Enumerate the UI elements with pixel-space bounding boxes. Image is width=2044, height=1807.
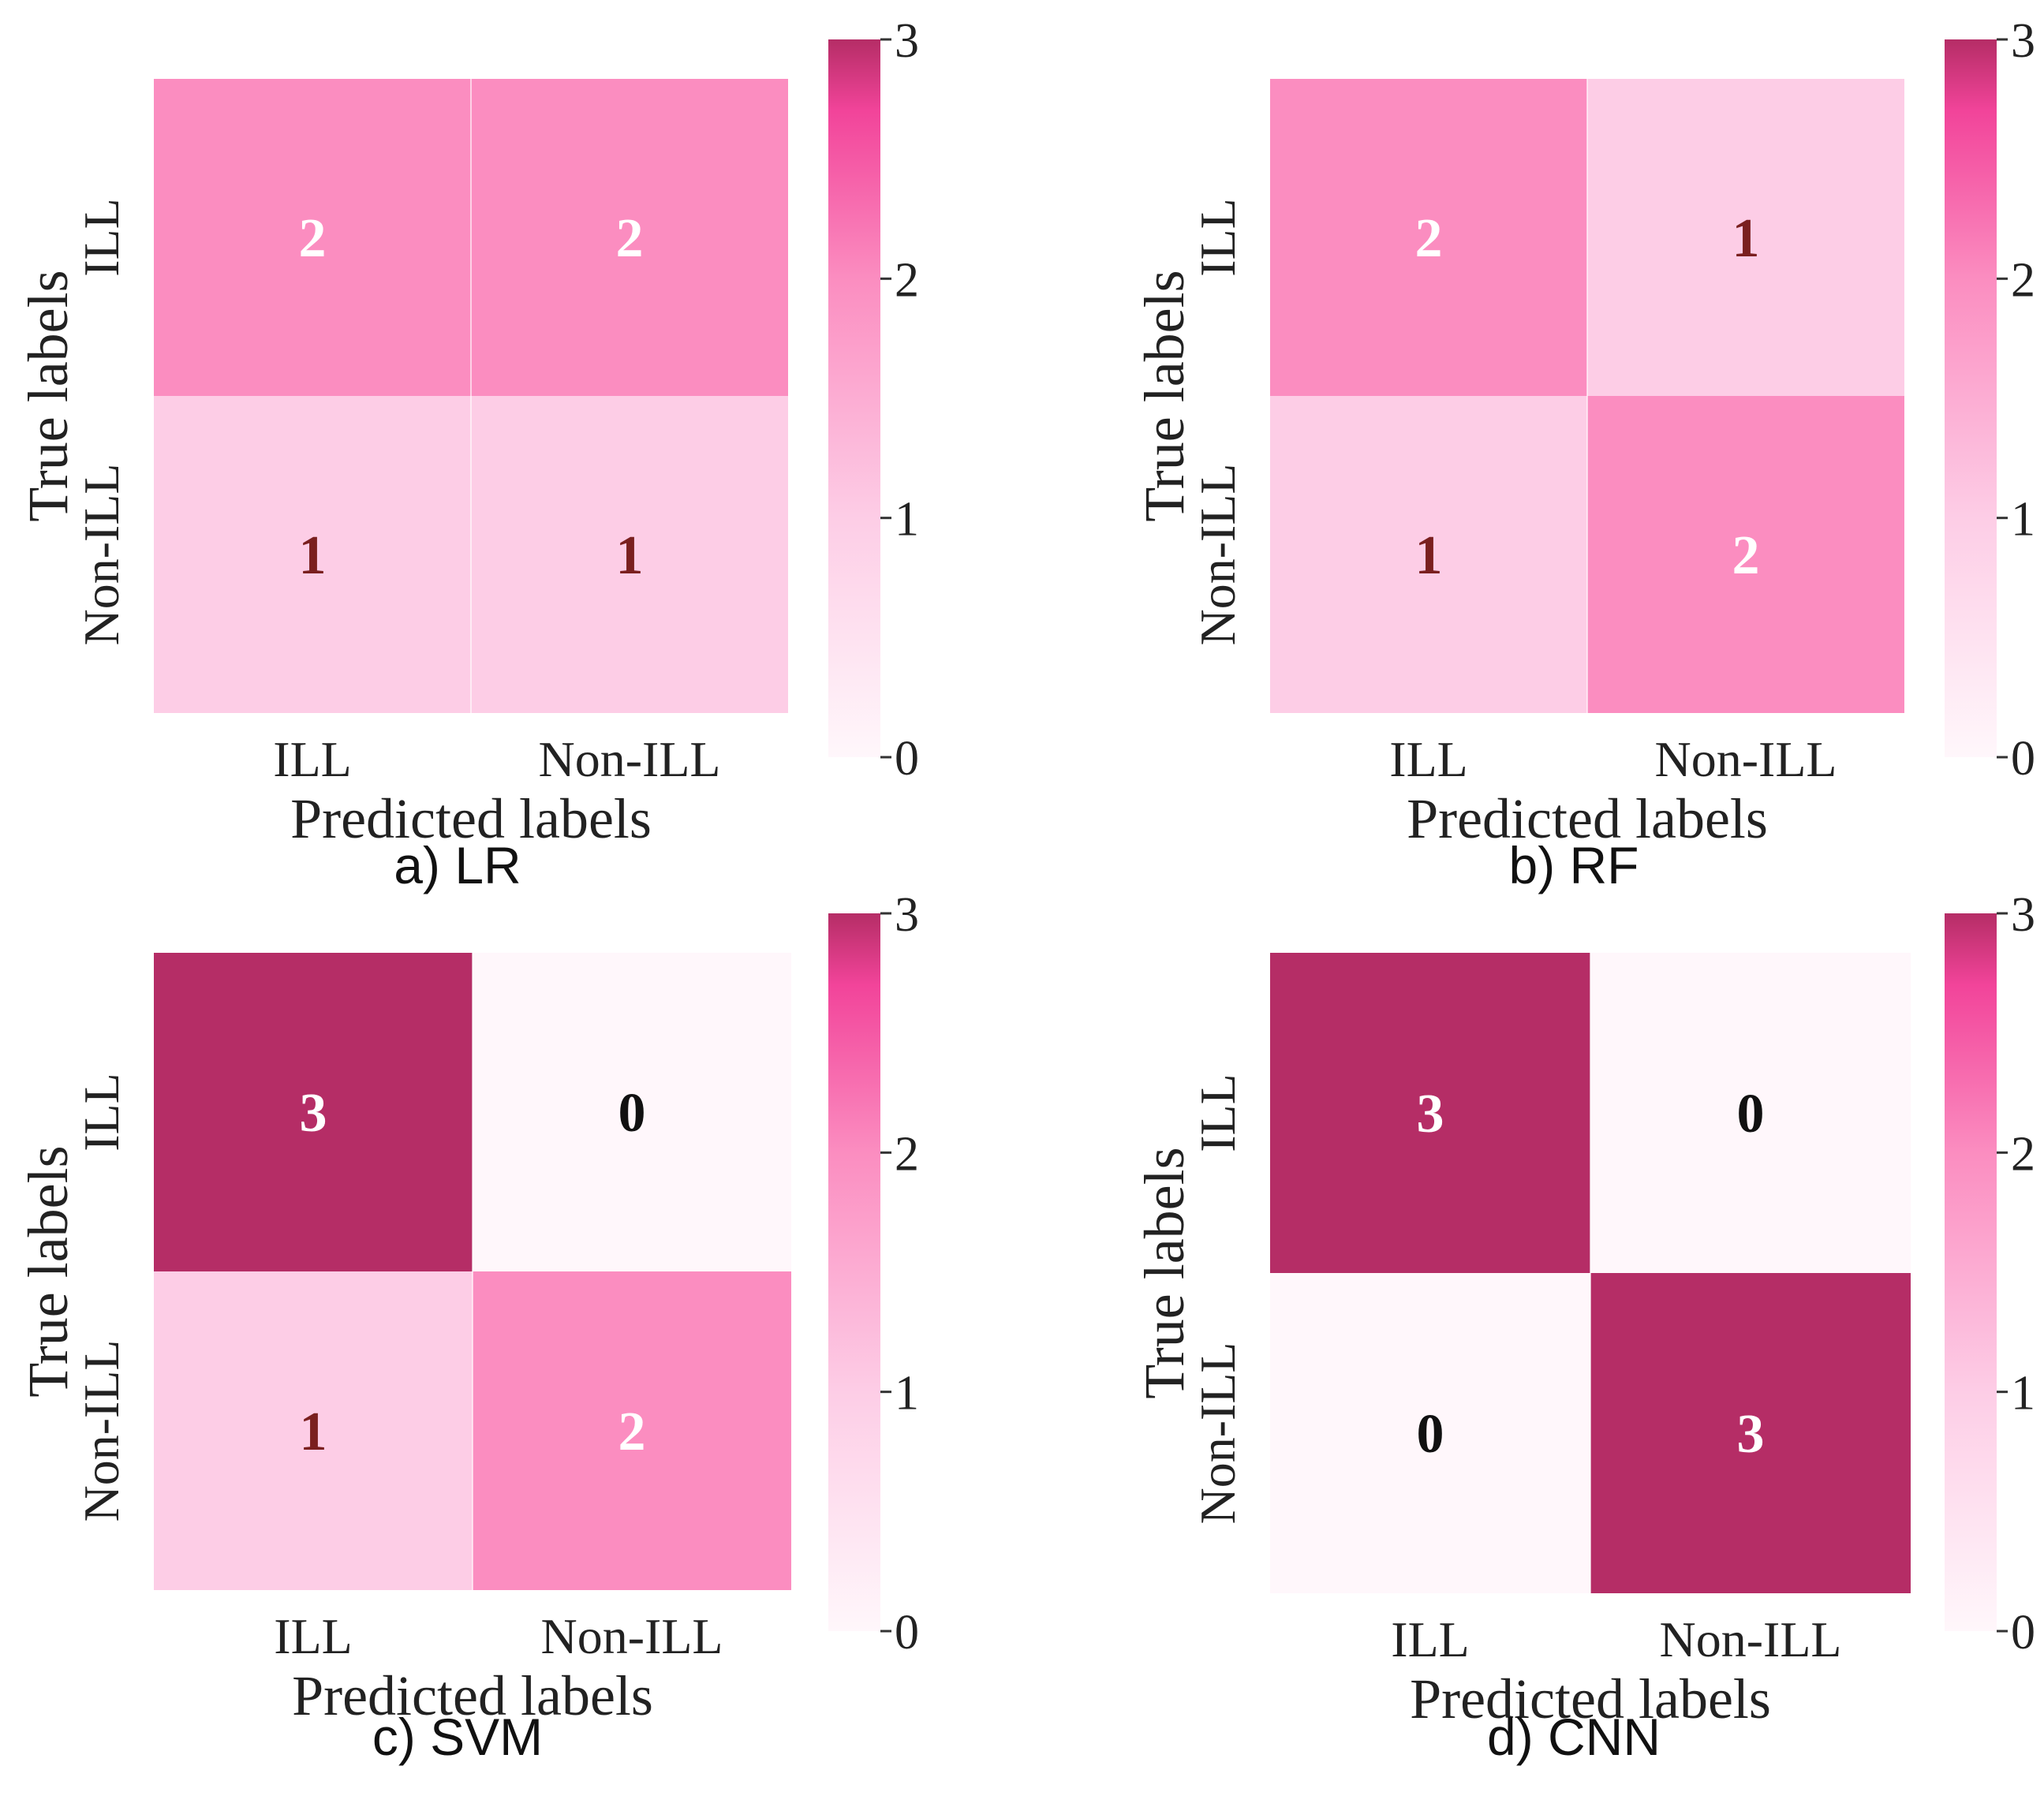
heatmap-cell-r2-c1 xyxy=(1270,1273,1590,1593)
colorbar-tick-label: 2 xyxy=(895,253,919,307)
y-axis-label: True labels xyxy=(17,270,80,521)
heatmap-cell-r2-c1 xyxy=(154,396,471,713)
panel-caption: d) CNN xyxy=(1487,1708,1661,1766)
y-tick-label: ILL xyxy=(73,198,129,277)
colorbar-tick-label: 0 xyxy=(2011,732,2035,786)
colorbar-tick-label: 2 xyxy=(2011,1127,2035,1181)
y-tick-label: ILL xyxy=(1190,198,1246,277)
colorbar-tick-label: 2 xyxy=(895,1127,919,1181)
cell-value-label: 3 xyxy=(1737,1404,1765,1465)
x-axis-label: Predicted labels xyxy=(292,1664,653,1727)
colorbar-tick-label: 3 xyxy=(2011,888,2035,942)
heatmap-cell-r2-c1 xyxy=(154,1271,473,1590)
y-axis-label: True labels xyxy=(1133,270,1196,521)
cell-value-label: 0 xyxy=(1417,1404,1444,1465)
x-tick-label: Non-ILL xyxy=(1659,1611,1841,1667)
colorbar-tick-label: 3 xyxy=(895,14,919,68)
heatmap-cell-r2-c2 xyxy=(1587,396,1904,713)
cell-value-label: 1 xyxy=(1415,525,1443,586)
heatmap-cell-r1-c1 xyxy=(154,953,473,1271)
heatmap-cell-r1-c2 xyxy=(1587,79,1904,396)
x-tick-label: Non-ILL xyxy=(538,731,720,787)
x-axis-label: Predicted labels xyxy=(1407,787,1768,850)
colorbar-tick-label: 1 xyxy=(2011,493,2035,547)
cell-value-label: 2 xyxy=(1415,208,1443,269)
x-axis-label: Predicted labels xyxy=(1410,1667,1771,1730)
cell-value-label: 1 xyxy=(1732,208,1760,269)
y-tick-label: Non-ILL xyxy=(73,1339,129,1521)
colorbar-tick-label: 1 xyxy=(2011,1367,2035,1421)
y-tick-label: Non-ILL xyxy=(1190,1342,1246,1524)
cell-value-label: 0 xyxy=(1737,1084,1765,1144)
x-tick-label: ILL xyxy=(1389,731,1468,787)
heatmap-cell-r2-c2 xyxy=(1590,1273,1911,1593)
heatmap-cell-r1-c1 xyxy=(1270,79,1587,396)
heatmap-cell-r2-c2 xyxy=(471,396,788,713)
cell-value-label: 3 xyxy=(300,1083,327,1144)
y-tick-label: Non-ILL xyxy=(1190,463,1246,645)
colorbar-tick-label: 1 xyxy=(895,493,919,547)
cell-value-label: 2 xyxy=(618,1402,646,1462)
cell-value-label: 2 xyxy=(616,208,644,269)
x-tick-label: ILL xyxy=(274,1608,353,1664)
colorbar xyxy=(828,913,880,1631)
panel-caption: a) LR xyxy=(394,836,521,894)
x-axis-label: Predicted labels xyxy=(290,787,652,850)
x-tick-label: Non-ILL xyxy=(540,1608,723,1664)
colorbar-tick-label: 1 xyxy=(895,1367,919,1421)
y-axis-label: True labels xyxy=(17,1145,80,1397)
cell-value-label: 1 xyxy=(616,525,644,586)
heatmap-cell-r1-c2 xyxy=(471,79,788,396)
colorbar xyxy=(828,39,880,757)
x-tick-label: Non-ILL xyxy=(1654,731,1837,787)
heatmap-cell-r1-c1 xyxy=(154,79,471,396)
heatmap-cell-r2-c2 xyxy=(473,1271,791,1590)
panel-caption: c) SVM xyxy=(372,1708,543,1766)
heatmap-cell-r1-c1 xyxy=(1270,953,1590,1273)
cell-value-label: 3 xyxy=(1417,1084,1444,1144)
cell-value-label: 1 xyxy=(299,525,327,586)
colorbar-tick-label: 3 xyxy=(2011,14,2035,68)
y-axis-label: True labels xyxy=(1133,1147,1196,1398)
cell-value-label: 2 xyxy=(299,208,327,269)
colorbar-tick-label: 0 xyxy=(895,732,919,786)
cell-value-label: 0 xyxy=(618,1083,646,1144)
colorbar-tick-label: 3 xyxy=(895,888,919,942)
cell-value-label: 2 xyxy=(1732,525,1760,586)
colorbar-tick-label: 2 xyxy=(2011,253,2035,307)
y-tick-label: ILL xyxy=(1190,1073,1246,1152)
colorbar-tick-label: 0 xyxy=(2011,1606,2035,1660)
x-tick-label: ILL xyxy=(273,731,352,787)
colorbar xyxy=(1945,39,1997,757)
cell-value-label: 1 xyxy=(300,1402,327,1462)
y-tick-label: Non-ILL xyxy=(73,463,129,645)
heatmap-cell-r1-c2 xyxy=(1590,953,1911,1273)
colorbar-tick-label: 0 xyxy=(895,1606,919,1660)
y-tick-label: ILL xyxy=(73,1073,129,1152)
heatmap-cell-r2-c1 xyxy=(1270,396,1587,713)
x-tick-label: ILL xyxy=(1391,1611,1470,1667)
colorbar xyxy=(1945,913,1997,1631)
heatmap-cell-r1-c2 xyxy=(473,953,791,1271)
panel-caption: b) RF xyxy=(1509,836,1639,894)
